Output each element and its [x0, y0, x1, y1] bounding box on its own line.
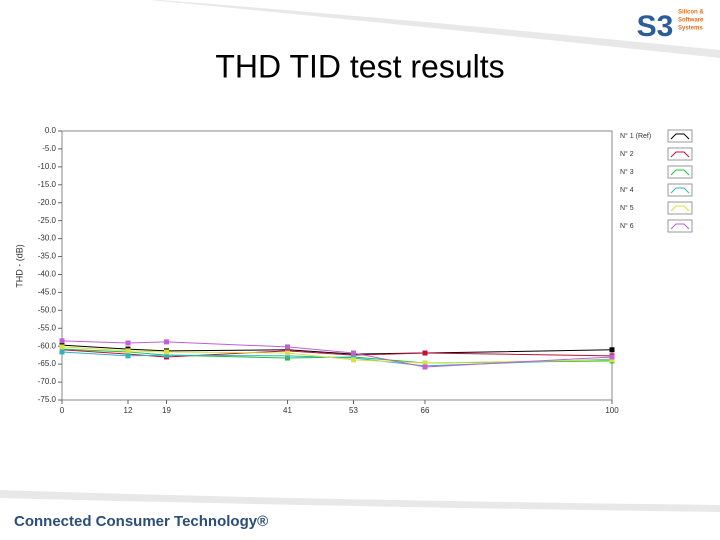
y-tick-label: 0.0 — [45, 126, 57, 135]
y-tick-label: -65.0 — [38, 359, 57, 368]
legend-line — [670, 187, 690, 194]
point-marker — [164, 339, 169, 345]
legend-line — [670, 169, 690, 176]
logo-text: Silicon & — [678, 10, 704, 16]
point-marker — [422, 350, 428, 356]
y-tick-label: -5.0 — [42, 144, 56, 153]
legend-line — [670, 205, 690, 212]
x-tick-label: 100 — [605, 406, 619, 415]
y-tick-label: -35.0 — [38, 252, 57, 261]
point-marker — [59, 344, 65, 350]
legend-swatch — [667, 165, 693, 179]
x-tick-label: 41 — [283, 406, 292, 415]
logo-text: Software — [678, 18, 704, 24]
legend-label: N° 2 — [620, 150, 634, 158]
legend-label: N° 4 — [620, 186, 634, 194]
logo-mark: S3 — [637, 10, 674, 43]
y-axis-label: THD - (dB) — [14, 244, 24, 288]
y-tick-label: -15.0 — [38, 180, 57, 189]
legend-swatch — [667, 183, 693, 197]
point-marker — [59, 349, 65, 355]
y-tick-label: -25.0 — [38, 216, 57, 225]
point-marker — [609, 357, 615, 363]
point-marker — [125, 340, 131, 346]
logo-text: Systems — [678, 26, 703, 32]
point-marker — [422, 360, 428, 366]
y-tick-label: -75.0 — [38, 395, 57, 404]
x-tick-label: 53 — [349, 406, 358, 415]
point-marker — [125, 348, 131, 354]
point-marker — [351, 357, 356, 363]
y-tick-label: -40.0 — [38, 270, 57, 279]
x-tick-label: 66 — [421, 406, 430, 415]
footer: Connected Consumer Technology® — [14, 513, 268, 530]
point-marker — [164, 352, 169, 358]
y-tick-label: -50.0 — [38, 305, 57, 314]
x-tick-label: 12 — [124, 406, 133, 415]
point-marker — [285, 344, 290, 350]
bottom-swoosh — [0, 490, 720, 512]
legend-swatch — [667, 201, 693, 215]
legend-line — [670, 223, 690, 230]
legend-line — [670, 133, 690, 140]
legend-swatch — [667, 147, 693, 161]
point-marker — [285, 350, 290, 356]
y-tick-label: -20.0 — [38, 198, 57, 207]
x-tick-label: 19 — [162, 406, 171, 415]
chart-title: THD TID test results — [215, 48, 504, 84]
point-marker — [59, 338, 65, 344]
legend-label: N° 1 (Ref) — [620, 132, 651, 140]
legend-line — [670, 151, 690, 158]
y-tick-label: -10.0 — [38, 162, 57, 171]
point-marker — [609, 347, 615, 353]
legend-label: N° 3 — [620, 168, 634, 176]
plot-area — [61, 130, 613, 401]
y-tick-label: -55.0 — [38, 323, 57, 332]
point-marker — [125, 353, 131, 359]
legend-label: N° 5 — [620, 204, 634, 212]
legend-label: N° 6 — [620, 222, 634, 230]
legend-swatch — [667, 219, 693, 233]
point-marker — [422, 364, 428, 370]
point-marker — [285, 353, 290, 359]
y-tick-label: -45.0 — [38, 288, 57, 297]
point-marker — [164, 349, 169, 355]
x-tick-label: 0 — [60, 406, 65, 415]
legend-swatch — [667, 129, 693, 143]
point-marker — [351, 350, 356, 356]
y-tick-label: -60.0 — [38, 341, 57, 350]
point-marker — [609, 354, 615, 360]
y-tick-label: -70.0 — [38, 377, 57, 386]
y-tick-label: -30.0 — [38, 234, 57, 243]
